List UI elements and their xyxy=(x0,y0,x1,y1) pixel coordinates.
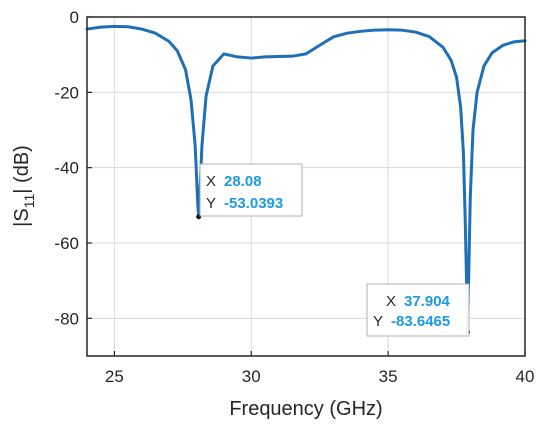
x-axis-title: Frequency (GHz) xyxy=(229,398,382,420)
y-tick-label: -20 xyxy=(54,83,79,102)
tick-labels: 25 30 35 40 0 -20 -40 -60 -80 xyxy=(54,8,534,386)
y-tick-label: -40 xyxy=(54,159,79,178)
datatip-1-x-value: 28.08 xyxy=(224,173,262,190)
y-tick-label: -60 xyxy=(54,234,79,253)
y-axis-title: |S11| (dB) xyxy=(11,145,37,227)
datatip-1-x-key: X xyxy=(206,173,216,190)
datatip-2-box xyxy=(366,283,470,337)
x-tick-label: 30 xyxy=(242,367,261,386)
x-tick-label: 25 xyxy=(105,367,124,386)
datatip-2-x-value: 37.904 xyxy=(404,293,451,310)
y-tick-label: 0 xyxy=(70,8,79,27)
y-axis-title-part-1: |S xyxy=(11,208,33,227)
datatip-2-y-value: -83.6465 xyxy=(391,313,450,330)
y-axis-title-subscript: 11 xyxy=(21,194,37,209)
datatip-2-x-key: X xyxy=(386,293,396,310)
datatip-2: X 37.904 Y -83.6465 xyxy=(366,283,471,337)
datatip-2-y-key: Y xyxy=(373,313,383,330)
datatip-1-y-key: Y xyxy=(206,195,216,212)
plot-frame xyxy=(86,16,526,357)
datatip-1-box xyxy=(199,163,303,217)
y-axis-title-part-2: | (dB) xyxy=(11,145,33,194)
x-tick-label: 40 xyxy=(516,367,535,386)
x-tick-label: 35 xyxy=(379,367,398,386)
datatip-1-y-value: -53.0393 xyxy=(224,195,283,212)
datatip-1: X 28.08 Y -53.0393 xyxy=(196,163,303,220)
y-tick-label: -80 xyxy=(54,309,79,328)
